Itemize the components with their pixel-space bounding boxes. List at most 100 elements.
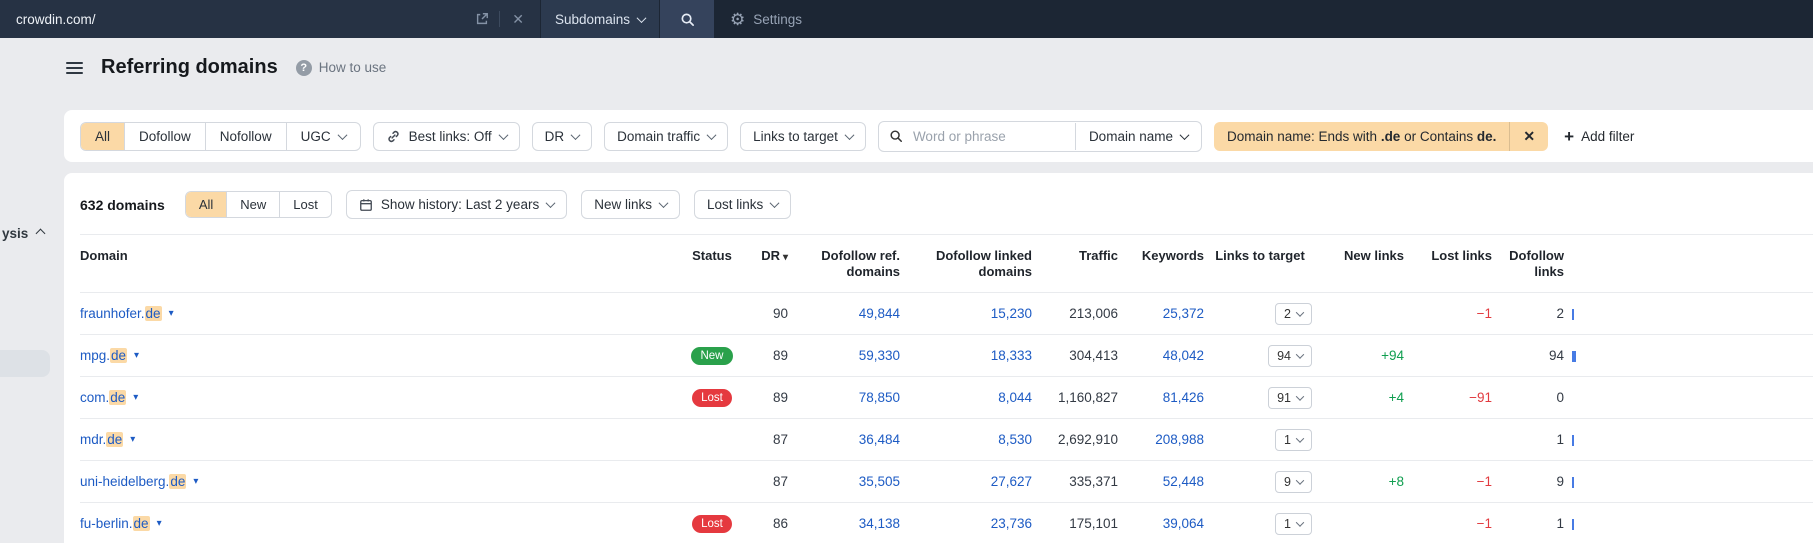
- clear-url-icon[interactable]: ✕: [512, 10, 524, 27]
- keywords-link[interactable]: 208,988: [1155, 432, 1204, 447]
- links-to-target-select[interactable]: 1: [1275, 428, 1312, 451]
- settings-label: Settings: [753, 11, 803, 27]
- links-to-target-select[interactable]: 91: [1268, 386, 1312, 409]
- segment-all[interactable]: All: [81, 122, 125, 150]
- menu-icon[interactable]: [64, 60, 85, 76]
- segment-ugc[interactable]: UGC: [285, 122, 360, 150]
- traffic-value: 1,160,827: [1057, 390, 1118, 405]
- search-field-select[interactable]: Domain name: [1074, 122, 1201, 150]
- lost-links-select[interactable]: Lost links: [693, 190, 792, 219]
- links-to-target-select[interactable]: 94: [1268, 344, 1312, 367]
- domain-link[interactable]: mdr.de: [80, 432, 124, 447]
- table-header: Domain Status DR ▾ Dofollow ref. domains …: [80, 234, 1813, 292]
- dofollow-ref-link[interactable]: 34,138: [858, 516, 900, 531]
- chevron-down-icon: [498, 129, 509, 140]
- links-to-target-select[interactable]: 2: [1275, 302, 1312, 325]
- chevron-down-icon: [1295, 517, 1305, 527]
- how-to-use-link[interactable]: ? How to use: [295, 59, 386, 76]
- sidebar-item-fragment[interactable]: [0, 350, 50, 377]
- col-keywords[interactable]: Keywords: [1141, 248, 1204, 263]
- dofollow-links-value: 0: [1556, 390, 1564, 405]
- target-url-input[interactable]: [14, 10, 466, 28]
- col-dr[interactable]: DR ▾: [761, 248, 788, 263]
- segment-status-new[interactable]: New: [226, 192, 279, 217]
- settings-button[interactable]: ⚙ Settings: [730, 0, 802, 38]
- keywords-link[interactable]: 81,426: [1162, 390, 1204, 405]
- dofollow-linked-link[interactable]: 8,044: [998, 390, 1032, 405]
- dofollow-ref-link[interactable]: 49,844: [858, 306, 900, 321]
- table-row: mdr.de ▾ 87 36,484 8,530 2,692,910 208,98…: [80, 418, 1813, 460]
- domain-dropdown-caret[interactable]: ▾: [133, 392, 139, 403]
- domain-link[interactable]: mpg.de: [80, 348, 128, 363]
- domain-dropdown-caret[interactable]: ▾: [130, 434, 136, 445]
- col-status[interactable]: Status: [692, 248, 732, 263]
- dofollow-ref-link[interactable]: 78,850: [858, 390, 900, 405]
- help-icon: ?: [295, 59, 312, 76]
- new-links-select[interactable]: New links: [581, 190, 680, 219]
- links-to-target-select[interactable]: 1: [1275, 512, 1312, 535]
- domain-link[interactable]: fu-berlin.de: [80, 516, 150, 531]
- open-external-icon[interactable]: [475, 12, 489, 26]
- keywords-link[interactable]: 39,064: [1162, 516, 1204, 531]
- domain-link[interactable]: com.de: [80, 390, 127, 405]
- dofollow-links-bar: [1572, 350, 1576, 362]
- dofollow-ref-link[interactable]: 36,484: [858, 432, 900, 447]
- domain-traffic-filter[interactable]: Domain traffic: [604, 121, 729, 151]
- link-type-segments: All Dofollow Nofollow UGC: [80, 121, 361, 151]
- dofollow-linked-link[interactable]: 8,530: [998, 432, 1032, 447]
- domain-dropdown-caret[interactable]: ▾: [168, 308, 174, 319]
- col-links-to-target[interactable]: Links to target: [1215, 248, 1305, 263]
- add-filter-button[interactable]: + Add filter: [1564, 126, 1635, 146]
- keywords-link[interactable]: 48,042: [1162, 348, 1204, 363]
- col-dofollow-ref[interactable]: Dofollow ref. domains: [821, 248, 900, 279]
- dofollow-links-value: 9: [1556, 474, 1564, 489]
- segment-nofollow[interactable]: Nofollow: [204, 122, 286, 150]
- dofollow-ref-link[interactable]: 59,330: [858, 348, 900, 363]
- sidebar-item-clipped[interactable]: ysis: [2, 226, 46, 241]
- remove-filter-icon[interactable]: ✕: [1509, 121, 1548, 151]
- chevron-down-icon: [706, 129, 717, 140]
- word-or-phrase-input[interactable]: [910, 127, 1065, 145]
- segment-status-lost[interactable]: Lost: [279, 192, 331, 217]
- segment-dofollow[interactable]: Dofollow: [124, 122, 205, 150]
- show-history-select[interactable]: Show history: Last 2 years: [345, 190, 568, 219]
- search-icon: [681, 13, 694, 26]
- dofollow-linked-link[interactable]: 18,333: [990, 348, 1032, 363]
- links-to-target-select[interactable]: 9: [1275, 470, 1312, 493]
- traffic-value: 2,692,910: [1057, 432, 1118, 447]
- new-links-value: +4: [1388, 390, 1404, 405]
- domain-link[interactable]: fraunhofer.de: [80, 306, 162, 321]
- col-domain[interactable]: Domain: [80, 248, 128, 263]
- keywords-link[interactable]: 25,372: [1162, 306, 1204, 321]
- domain-dropdown-caret[interactable]: ▾: [134, 350, 140, 361]
- scope-select[interactable]: Subdomains: [541, 0, 659, 38]
- search-button[interactable]: [660, 0, 714, 38]
- table-row: com.de ▾ Lost 89 78,850 8,044 1,160,827 8…: [80, 376, 1813, 418]
- plus-icon: +: [1564, 126, 1575, 146]
- links-to-target-filter[interactable]: Links to target: [740, 121, 866, 151]
- dofollow-linked-link[interactable]: 15,230: [990, 306, 1032, 321]
- col-new-links[interactable]: New links: [1344, 248, 1404, 263]
- domain-link[interactable]: uni-heidelberg.de: [80, 474, 187, 489]
- dofollow-ref-link[interactable]: 35,505: [858, 474, 900, 489]
- col-dofollow-links[interactable]: Dofollow links: [1509, 248, 1564, 279]
- chevron-down-icon: [658, 198, 669, 209]
- lost-links-value: −1: [1476, 516, 1492, 531]
- search-icon: [890, 130, 902, 142]
- domain-dropdown-caret[interactable]: ▾: [156, 518, 162, 529]
- top-bar: ✕ Subdomains ⚙ Settings: [0, 0, 1813, 38]
- best-links-filter[interactable]: Best links: Off: [372, 121, 520, 151]
- target-url-box[interactable]: ✕: [0, 0, 540, 38]
- domain-dropdown-caret[interactable]: ▾: [193, 476, 199, 487]
- lost-links-value: −1: [1476, 306, 1492, 321]
- col-dofollow-linked[interactable]: Dofollow linked domains: [935, 248, 1032, 279]
- segment-status-all[interactable]: All: [185, 192, 227, 217]
- chevron-down-icon: [1295, 391, 1305, 401]
- dr-filter[interactable]: DR: [531, 121, 593, 151]
- col-traffic[interactable]: Traffic: [1078, 248, 1118, 263]
- dofollow-linked-link[interactable]: 27,627: [990, 474, 1032, 489]
- new-links-value: +94: [1381, 348, 1404, 363]
- dofollow-linked-link[interactable]: 23,736: [990, 516, 1032, 531]
- col-lost-links[interactable]: Lost links: [1431, 248, 1492, 263]
- keywords-link[interactable]: 52,448: [1162, 474, 1204, 489]
